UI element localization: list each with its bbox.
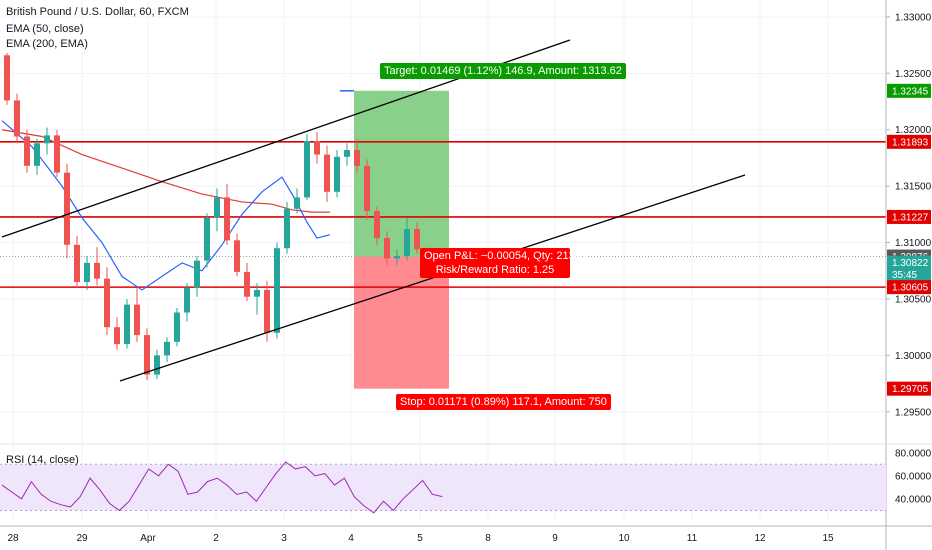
target-tooltip: Target: 0.01469 (1.12%) 146.9, Amount: 1… <box>380 63 626 79</box>
candle-body <box>314 141 320 155</box>
price-label-badge <box>887 381 931 396</box>
candle-body <box>364 165 370 211</box>
candle-body <box>134 304 140 336</box>
candle-body <box>334 156 340 192</box>
candle-body <box>414 229 420 250</box>
candle-body <box>124 304 130 345</box>
candle-body <box>84 262 90 283</box>
time-tick-label: 4 <box>348 533 354 544</box>
candle-body <box>354 150 360 166</box>
rsi-tick-label: 80.0000 <box>895 448 932 459</box>
pnl-tooltip: Open P&L: −0.00054, Qty: 21349 Risk/Rewa… <box>420 248 587 278</box>
price-label-text: 1.31893 <box>892 137 929 148</box>
rsi-legend: RSI (14, close) <box>6 454 79 466</box>
candle-body <box>24 136 30 166</box>
candle-body <box>224 197 230 241</box>
rsi-tick-label: 40.0000 <box>895 494 932 505</box>
candle-body <box>214 197 220 218</box>
candle-body <box>114 327 120 345</box>
candle-body <box>104 278 110 328</box>
stop-tooltip: Stop: 0.01171 (0.89%) 117.1, Amount: 750 <box>396 394 611 410</box>
rsi-band <box>0 464 886 511</box>
price-label-badge <box>887 209 931 224</box>
price-label-badge <box>887 83 931 98</box>
candle-body <box>234 240 240 272</box>
time-tick-label: Apr <box>140 533 156 544</box>
open-pnl-text: Open P&L: −0.00054, Qty: 21349 <box>424 250 587 262</box>
loss-zone <box>354 256 449 389</box>
time-tick-label: 29 <box>76 533 88 544</box>
symbol-title: British Pound / U.S. Dollar, 60, FXCM <box>6 6 189 18</box>
candle-body <box>374 210 380 239</box>
candle-body <box>264 289 270 333</box>
candle-body <box>404 229 410 257</box>
price-tick-label: 1.29500 <box>895 407 932 418</box>
price-label-text: 35:45 <box>892 270 917 281</box>
candle-body <box>4 55 10 101</box>
ema50-legend: EMA (50, close) <box>6 23 84 35</box>
candle-body <box>294 197 300 209</box>
candle-body <box>394 256 400 259</box>
candle-body <box>94 262 100 279</box>
candle-body <box>384 238 390 259</box>
price-label-text: 1.30605 <box>892 283 929 294</box>
price-label-badge <box>887 255 931 270</box>
candle-body <box>44 135 50 144</box>
candle-body <box>344 150 350 157</box>
price-label-text: 1.29705 <box>892 384 929 395</box>
time-tick-label: 5 <box>417 533 423 544</box>
candle-body <box>274 248 280 333</box>
rsi-line <box>1 461 443 514</box>
price-tick-label: 1.30000 <box>895 351 932 362</box>
candle-body <box>204 217 210 261</box>
ema50-line <box>1 120 331 291</box>
price-label-badge <box>887 134 931 149</box>
time-tick-label: 12 <box>754 533 766 544</box>
time-tick-label: 2 <box>213 533 219 544</box>
price-label-badge <box>887 280 931 295</box>
candle-body <box>74 244 80 283</box>
candle-body <box>64 172 70 245</box>
time-tick-label: 15 <box>822 533 834 544</box>
candle-body <box>164 341 170 356</box>
time-tick-label: 8 <box>485 533 491 544</box>
price-tick-label: 1.31500 <box>895 182 932 193</box>
candle-body <box>144 335 150 375</box>
price-tick-label: 1.30500 <box>895 294 932 305</box>
channel-lower-trendline[interactable] <box>119 174 746 382</box>
price-label-text: 1.30822 <box>892 258 929 269</box>
time-tick-label: 10 <box>618 533 630 544</box>
candle-body <box>154 355 160 375</box>
price-label-text: 1.32345 <box>892 86 929 97</box>
candle-body <box>284 208 290 249</box>
price-tick-label: 1.31000 <box>895 238 932 249</box>
time-tick-label: 9 <box>552 533 558 544</box>
candle-body <box>34 143 40 166</box>
candle-body <box>54 135 60 173</box>
price-label-text: 1.31227 <box>892 212 929 223</box>
time-tick-label: 3 <box>281 533 287 544</box>
price-tick-label: 1.32000 <box>895 125 932 136</box>
time-tick-label: 11 <box>687 533 698 544</box>
ema200-legend: EMA (200, EMA) <box>6 38 88 50</box>
candle-body <box>14 100 20 137</box>
risk-reward-text: Risk/Reward Ratio: 1.25 <box>435 264 555 276</box>
price-tick-label: 1.33000 <box>895 12 932 23</box>
price-tick-label: 1.32500 <box>895 69 932 80</box>
time-tick-label: 28 <box>7 533 19 544</box>
candle-body <box>254 289 260 297</box>
candle-body <box>324 154 330 192</box>
rsi-tick-label: 60.0000 <box>895 471 932 482</box>
candle-body <box>244 271 250 297</box>
price-label-badge <box>887 267 931 282</box>
candle-body <box>184 287 190 313</box>
candle-body <box>304 141 310 198</box>
candle-body <box>194 260 200 288</box>
candle-body <box>174 312 180 342</box>
ema200-line <box>1 129 330 213</box>
